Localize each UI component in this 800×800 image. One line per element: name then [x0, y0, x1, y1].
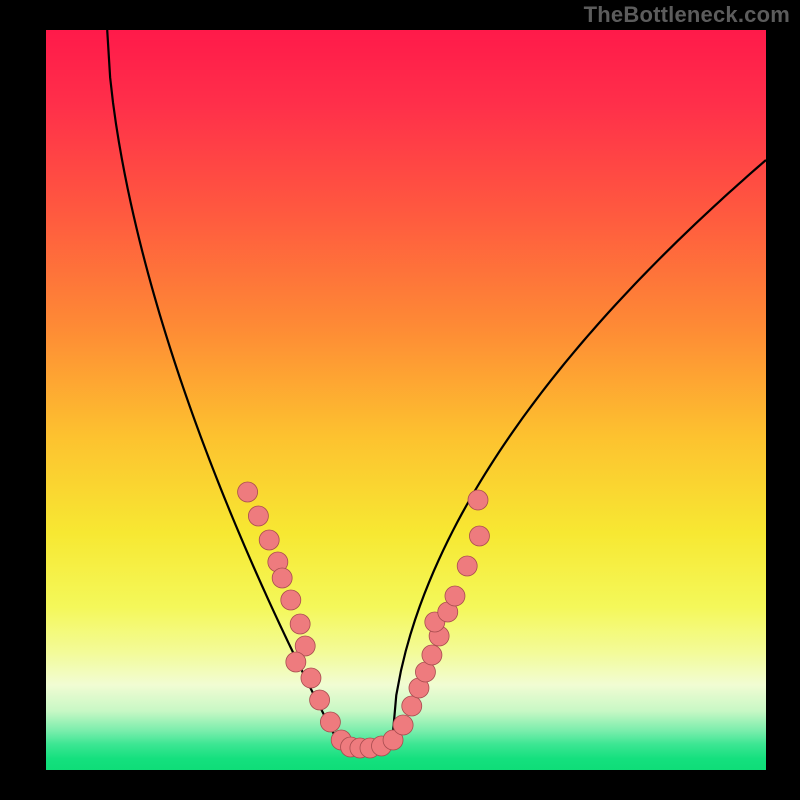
- data-marker: [301, 668, 321, 688]
- data-marker: [290, 614, 310, 634]
- data-marker: [286, 652, 306, 672]
- data-marker: [457, 556, 477, 576]
- data-marker: [469, 526, 489, 546]
- data-marker: [281, 590, 301, 610]
- watermark-text: TheBottleneck.com: [584, 2, 790, 28]
- data-marker: [238, 482, 258, 502]
- data-marker: [248, 506, 268, 526]
- chart-background-gradient: [46, 30, 766, 770]
- data-marker: [445, 586, 465, 606]
- data-marker: [422, 645, 442, 665]
- data-marker: [320, 712, 340, 732]
- data-marker: [468, 490, 488, 510]
- data-marker: [402, 696, 422, 716]
- data-marker: [310, 690, 330, 710]
- bottleneck-chart: [0, 0, 800, 800]
- data-marker: [272, 568, 292, 588]
- data-marker: [259, 530, 279, 550]
- data-marker: [393, 715, 413, 735]
